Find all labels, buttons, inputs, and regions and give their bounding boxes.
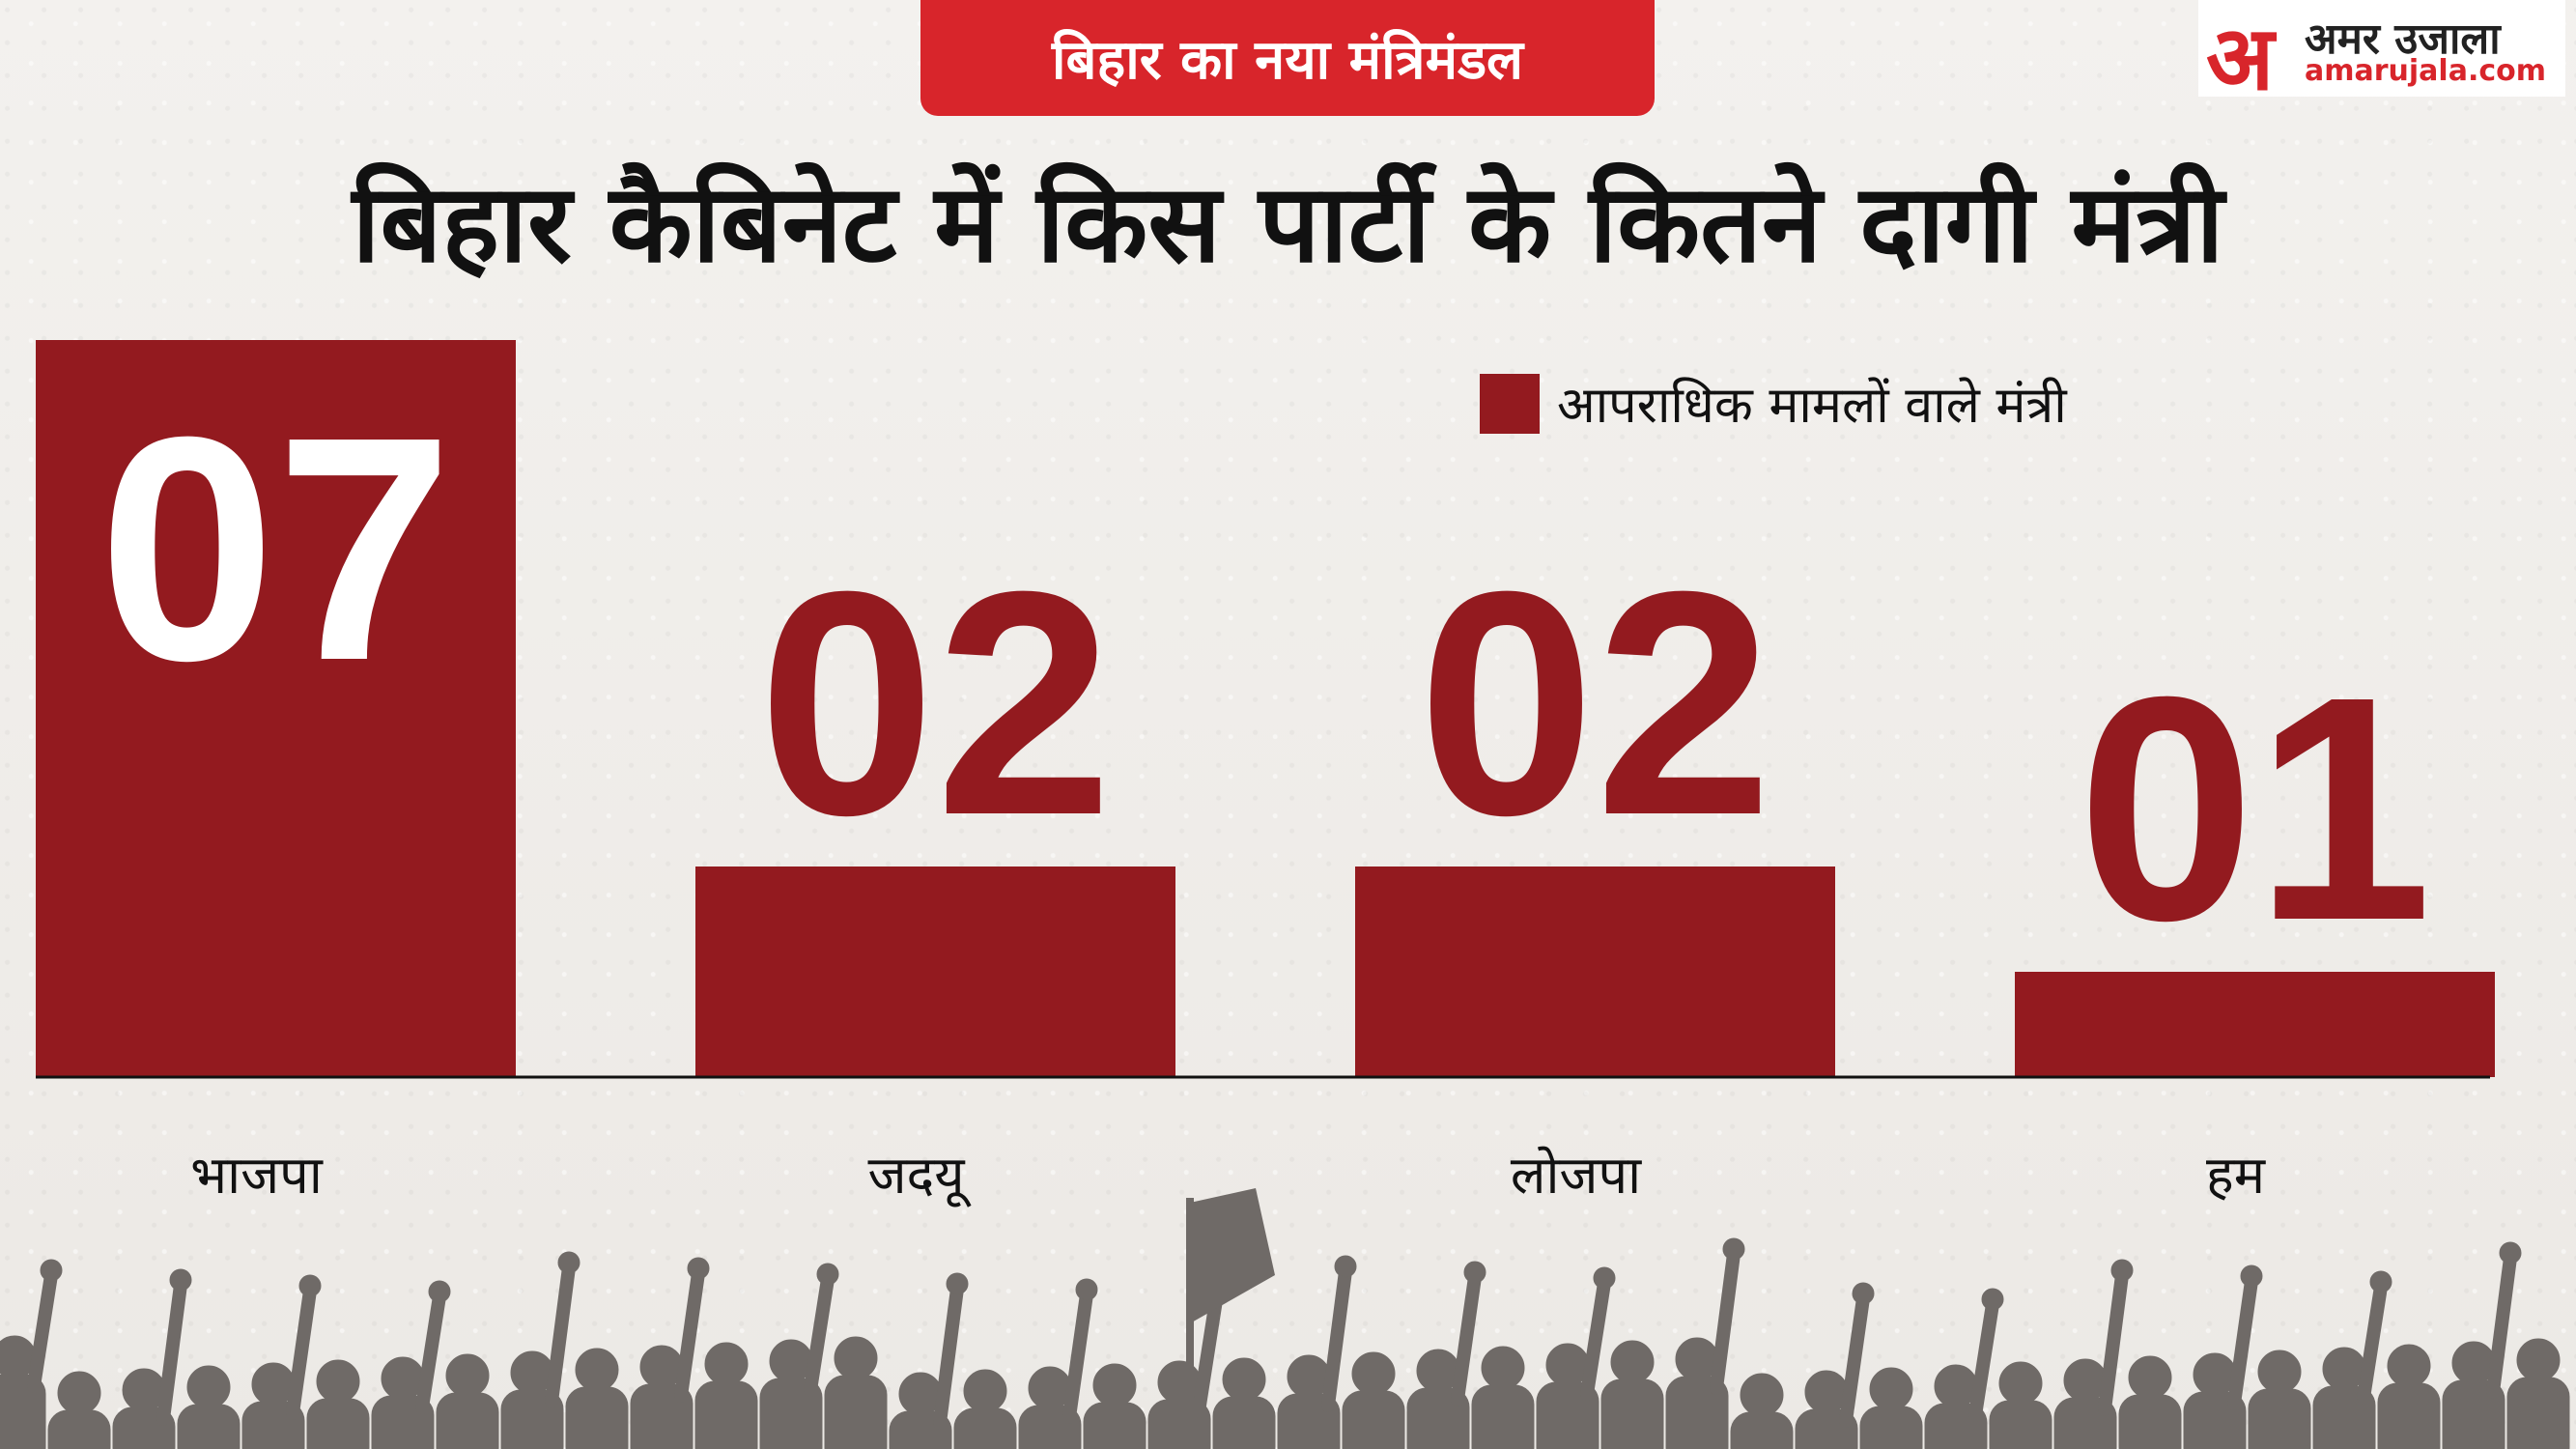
crowd-figure <box>2506 1338 2570 1449</box>
bar-value-label-2: 02 <box>758 525 1113 881</box>
crowd-figure <box>436 1353 499 1449</box>
bar-4 <box>2015 972 2495 1077</box>
legend: आपराधिक मामलों वाले मंत्री <box>1480 369 2067 438</box>
crowd-figure <box>759 1263 839 1449</box>
crowd-figure <box>1212 1357 1276 1449</box>
crowd-figure <box>177 1365 241 1449</box>
crowd-figure <box>2377 1344 2441 1449</box>
crowd-figure <box>630 1257 710 1449</box>
category-label-4: हम <box>2206 1145 2267 1206</box>
crowd-figure <box>824 1336 888 1449</box>
crowd-figure <box>889 1272 969 1449</box>
crowd-figure <box>306 1359 370 1449</box>
crowd-figure <box>953 1369 1017 1449</box>
logo-name: अमर उजाला <box>2305 14 2501 64</box>
logo-mark: अ <box>2206 7 2275 110</box>
chart-title: बिहार कैबिनेट में किस पार्टी के कितने दा… <box>352 161 2224 287</box>
crowd-figure <box>2118 1355 2182 1449</box>
bar-value-label-1: 07 <box>99 370 453 726</box>
crowd-figure <box>1600 1340 1664 1449</box>
crowd-figure <box>371 1280 451 1449</box>
crowd-figure <box>1989 1361 2052 1449</box>
crowd-figure <box>1536 1266 1616 1449</box>
crowd-figure <box>694 1342 758 1449</box>
crowd-figure <box>1859 1367 1923 1449</box>
crowd-figure <box>2183 1264 2263 1449</box>
crowd-figure <box>1083 1363 1146 1449</box>
bar-1 <box>36 340 516 1077</box>
crowd-figure <box>1406 1261 1486 1449</box>
bar-value-label-3: 02 <box>1418 525 1772 881</box>
crowd-figure <box>1795 1282 1875 1449</box>
bar-3 <box>1355 867 1835 1077</box>
crowd-silhouette-decoration <box>0 1188 2570 1449</box>
crowd-figure <box>2248 1350 2311 1449</box>
bar-2 <box>695 867 1175 1077</box>
crowd-figure <box>2053 1259 2134 1449</box>
crowd-figure <box>2442 1241 2522 1449</box>
crowd-figure <box>0 1259 63 1449</box>
crowd-figure <box>1730 1373 1794 1449</box>
crowd-figure <box>241 1274 322 1449</box>
bar-value-label-4: 01 <box>2078 630 2432 986</box>
crowd-figure <box>500 1251 580 1449</box>
crowd-figure <box>1342 1351 1405 1449</box>
bar-chart: 07 भाजपा 02 जदयू 02 लोजपा 01 हम <box>36 340 2495 1208</box>
category-label-1: भाजपा <box>190 1145 324 1206</box>
legend-swatch <box>1480 373 1540 434</box>
crowd-figure <box>565 1348 629 1449</box>
crowd-figure <box>112 1268 192 1449</box>
crowd-figure <box>1924 1288 2004 1449</box>
amar-ujala-logo[interactable]: अ अमर उजाला amarujala.com <box>2198 0 2565 110</box>
category-label-3: लोजपा <box>1511 1145 1642 1206</box>
category-label-2: जदयू <box>867 1145 972 1208</box>
crowd-figure <box>1471 1346 1535 1449</box>
crowd-figure <box>47 1371 111 1449</box>
logo-url: amarujala.com <box>2305 54 2547 88</box>
crowd-figure <box>1665 1237 1745 1449</box>
crowd-figure <box>2312 1270 2392 1449</box>
flag-icon <box>1186 1188 1275 1449</box>
legend-label: आपराधिक मामलों वाले मंत्री <box>1557 377 2067 435</box>
section-tag: बिहार का नया मंत्रिमंडल <box>920 0 1655 116</box>
crowd-figure <box>1018 1278 1098 1449</box>
crowd-figure <box>1277 1255 1357 1449</box>
